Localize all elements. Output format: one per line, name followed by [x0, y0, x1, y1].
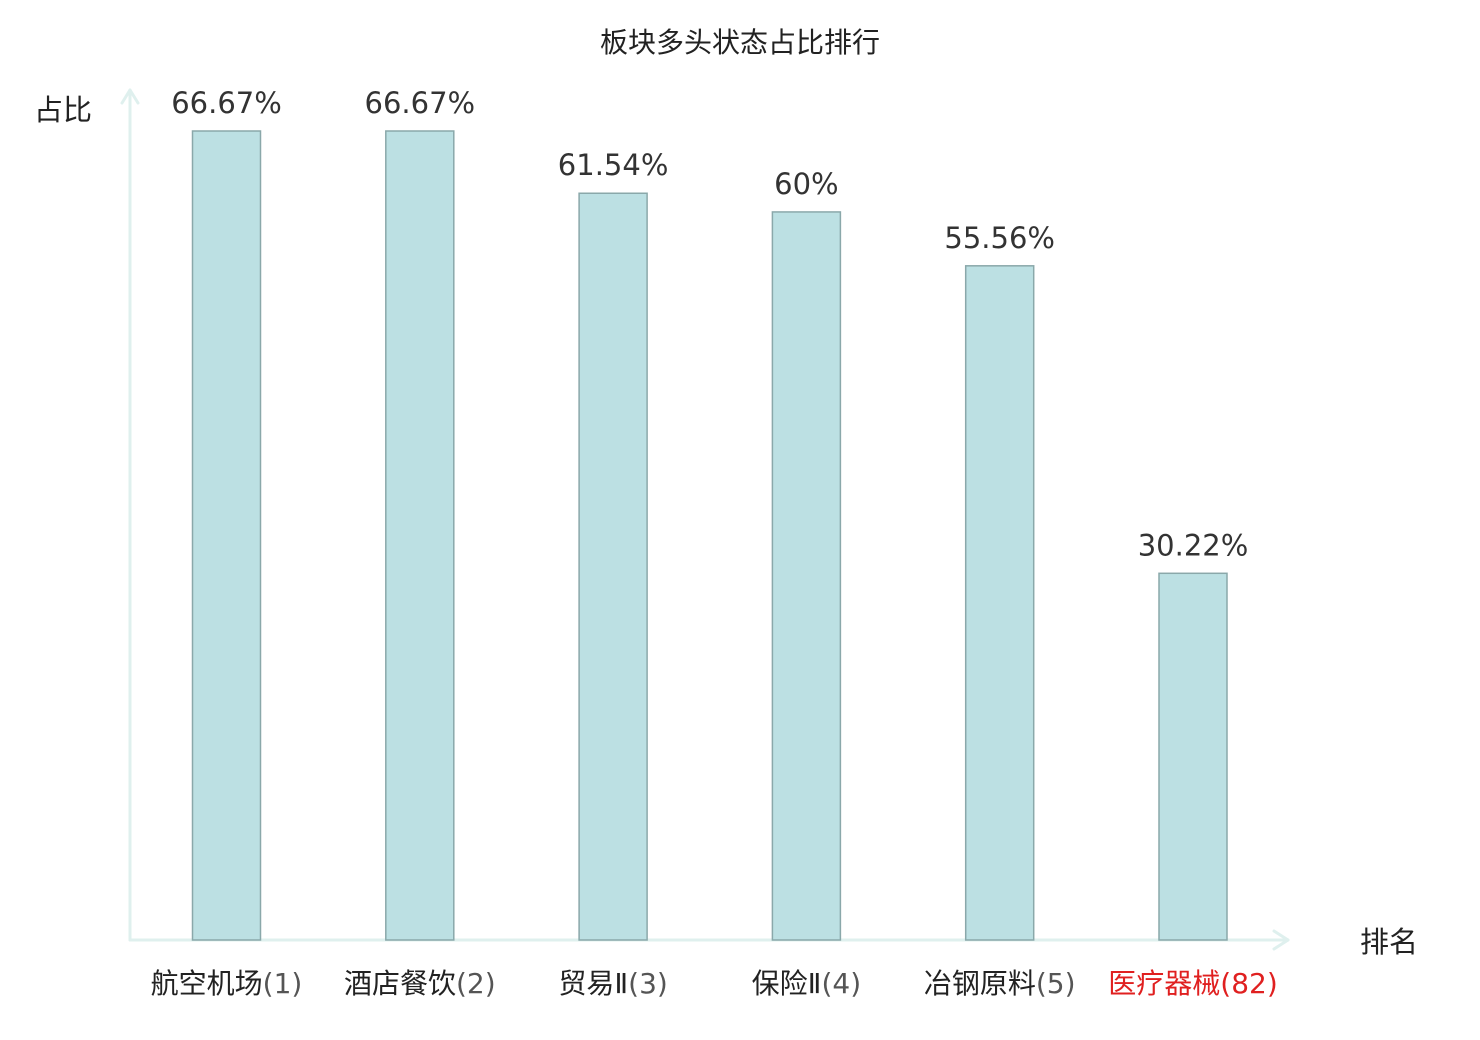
category-name: 航空机场 — [151, 967, 263, 1000]
value-label: 61.54% — [558, 148, 669, 182]
category-rank: (3) — [628, 967, 668, 1000]
x-axis-arrow — [1272, 929, 1290, 951]
y-axis-arrow — [120, 88, 140, 105]
category-name: 贸易Ⅱ — [558, 967, 628, 1000]
category-label: 航空机场(1) — [151, 967, 303, 1000]
category-rank: (2) — [456, 967, 496, 1000]
value-label: 55.56% — [944, 221, 1055, 255]
y-axis-label: 占比 — [34, 93, 92, 127]
category-rank: (82) — [1220, 967, 1277, 1000]
category-label: 贸易Ⅱ(3) — [558, 967, 667, 1000]
x-axis-label: 排名 — [1360, 925, 1418, 959]
category-label: 医疗器械(82) — [1108, 967, 1278, 1000]
category-rank: (4) — [821, 967, 861, 1000]
category-rank: (5) — [1036, 967, 1076, 1000]
category-label: 冶钢原料(5) — [924, 967, 1076, 1000]
bars-group — [191, 130, 1228, 941]
category-name: 酒店餐饮 — [344, 967, 456, 1000]
value-label: 66.67% — [365, 86, 476, 120]
value-label: 30.22% — [1138, 528, 1249, 562]
bar — [578, 192, 648, 941]
category-name: 医疗器械 — [1108, 967, 1220, 1000]
value-label: 66.67% — [171, 86, 282, 120]
category-label: 保险Ⅱ(4) — [752, 967, 861, 1000]
bar — [191, 130, 262, 941]
bar — [385, 130, 455, 941]
category-labels-group: 航空机场(1) 酒店餐饮(2) 贸易Ⅱ(3) 保险Ⅱ(4) 冶钢原料(5) 医疗器械(82… — [151, 967, 1278, 1000]
category-rank: (1) — [263, 967, 303, 1000]
value-label: 60% — [774, 167, 838, 201]
chart-title: 板块多头状态占比排行 — [600, 26, 880, 59]
category-label: 酒店餐饮(2) — [344, 967, 496, 1000]
category-name: 保险Ⅱ — [752, 967, 822, 1000]
bar — [964, 265, 1035, 941]
axes — [120, 88, 1290, 951]
value-labels-group: 66.67% 66.67% 61.54% 60% 55.56% 30.22% — [171, 86, 1248, 562]
bar — [1158, 572, 1228, 941]
category-name: 冶钢原料 — [924, 967, 1036, 1000]
bar — [771, 211, 842, 941]
